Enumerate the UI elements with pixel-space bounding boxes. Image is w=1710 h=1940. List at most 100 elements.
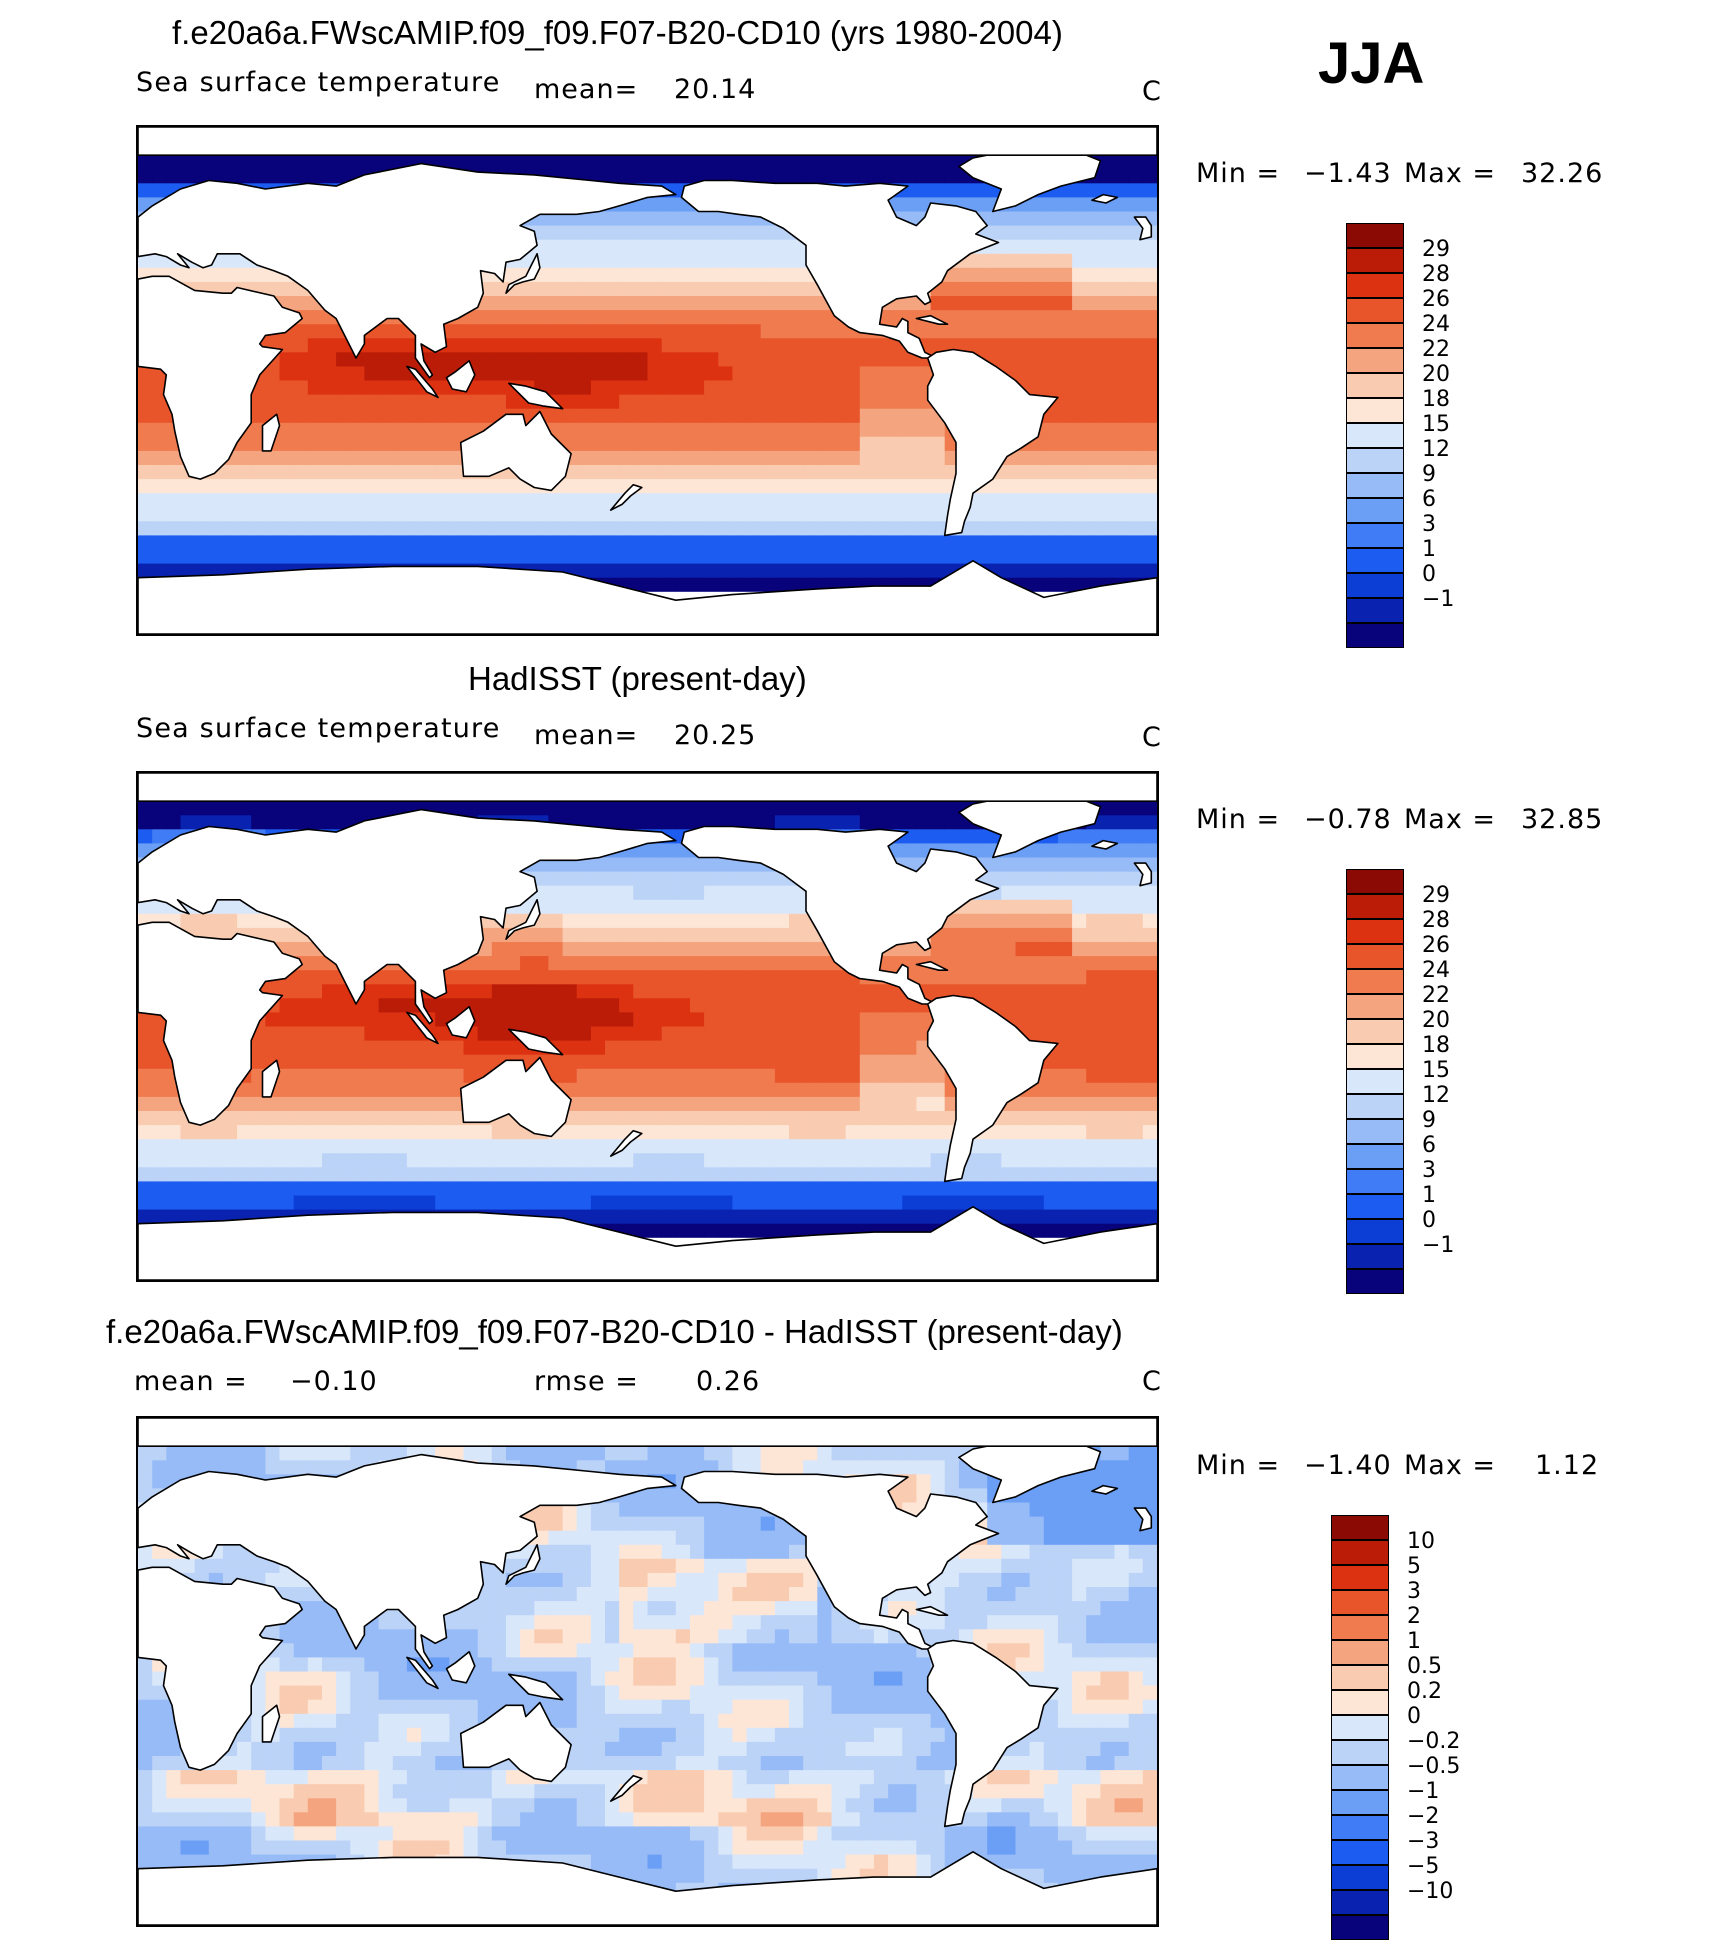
panel1-max-value: 32.26: [1521, 158, 1603, 189]
colorbar-label: 0: [1407, 1704, 1421, 1729]
colorbar-swatch: [1346, 994, 1404, 1019]
panel2-max-value: 32.85: [1521, 804, 1603, 835]
colorbar-swatch: [1331, 1590, 1389, 1615]
colorbar-swatch: [1346, 1169, 1404, 1194]
panel3-max-value: 1.12: [1535, 1450, 1599, 1481]
colorbar-label: 20: [1422, 362, 1450, 387]
colorbar-swatch: [1346, 248, 1404, 273]
panel2-min-value: −0.78: [1304, 804, 1392, 835]
colorbar-label: 20: [1422, 1008, 1450, 1033]
colorbar-swatch: [1331, 1865, 1389, 1890]
colorbar-label: 3: [1422, 1158, 1436, 1183]
colorbar-swatch: [1331, 1840, 1389, 1865]
colorbar-label: 3: [1422, 512, 1436, 537]
colorbar-label: 22: [1422, 337, 1450, 362]
panel1-variable: Sea surface temperature: [136, 67, 501, 98]
colorbar-label: 15: [1422, 1058, 1450, 1083]
panel3-title: f.e20a6a.FWscAMIP.f09_f09.F07-B20-CD10 -…: [106, 1313, 1123, 1351]
colorbar-swatch: [1331, 1515, 1389, 1540]
colorbar-swatch: [1331, 1565, 1389, 1590]
colorbar-label: −0.5: [1407, 1754, 1460, 1779]
panel3-units: C: [1142, 1366, 1162, 1397]
colorbar-label: −10: [1407, 1879, 1453, 1904]
colorbar-swatch: [1331, 1540, 1389, 1565]
colorbar-label: 1: [1422, 1183, 1436, 1208]
colorbar-swatch: [1331, 1815, 1389, 1840]
colorbar-label: 12: [1422, 1083, 1450, 1108]
colorbar-label: 29: [1422, 237, 1450, 262]
colorbar-label: 6: [1422, 487, 1436, 512]
panel2-title: HadISST (present-day): [468, 660, 807, 698]
colorbar-label: 0: [1422, 1208, 1436, 1233]
colorbar-swatch: [1346, 919, 1404, 944]
colorbar-label: 6: [1422, 1133, 1436, 1158]
colorbar-label: 18: [1422, 1033, 1450, 1058]
panel1-min-label: Min =: [1196, 158, 1280, 189]
colorbar-label: 18: [1422, 387, 1450, 412]
colorbar-label: −0.2: [1407, 1729, 1460, 1754]
season-label: JJA: [1318, 30, 1424, 97]
colorbar-swatch: [1346, 573, 1404, 598]
colorbar-label: 10: [1407, 1529, 1435, 1554]
colorbar-label: 0.2: [1407, 1679, 1442, 1704]
panel1-units: C: [1142, 76, 1162, 107]
colorbar-label: 0: [1422, 562, 1436, 587]
colorbar-label: 12: [1422, 437, 1450, 462]
colorbar-label: −5: [1407, 1854, 1439, 1879]
colorbar-swatch: [1346, 423, 1404, 448]
colorbar-swatch: [1346, 598, 1404, 623]
colorbar-swatch: [1346, 548, 1404, 573]
colorbar-swatch: [1346, 944, 1404, 969]
colorbar-swatch: [1346, 323, 1404, 348]
colorbar-swatch: [1346, 969, 1404, 994]
colorbar-label: 28: [1422, 908, 1450, 933]
colorbar-label: −1: [1422, 1233, 1454, 1258]
colorbar-swatch: [1346, 1019, 1404, 1044]
panel1-mean-value: 20.14: [674, 74, 756, 105]
colorbar-label: −2: [1407, 1804, 1439, 1829]
colorbar-swatch: [1346, 273, 1404, 298]
panel2-variable: Sea surface temperature: [136, 713, 501, 744]
colorbar-label: −3: [1407, 1829, 1439, 1854]
coastline: [138, 773, 1157, 801]
colorbar-label: 1: [1407, 1629, 1421, 1654]
panel1-min-value: −1.43: [1304, 158, 1392, 189]
colorbar-swatch: [1346, 1119, 1404, 1144]
panel3-min-label: Min =: [1196, 1450, 1280, 1481]
colorbar-swatch: [1346, 448, 1404, 473]
colorbar-swatch: [1346, 1269, 1404, 1294]
colorbar-label: 5: [1407, 1554, 1421, 1579]
coastline: [138, 127, 1157, 155]
colorbar-swatch: [1331, 1790, 1389, 1815]
colorbar-swatch: [1346, 1144, 1404, 1169]
colorbar-swatch: [1331, 1715, 1389, 1740]
colorbar-swatch: [1346, 398, 1404, 423]
panel2-units: C: [1142, 722, 1162, 753]
colorbar-label: −1: [1407, 1779, 1439, 1804]
panel1-mean-label: mean=: [534, 74, 638, 105]
colorbar-swatch: [1346, 1219, 1404, 1244]
panel2-min-label: Min =: [1196, 804, 1280, 835]
colorbar-swatch: [1346, 523, 1404, 548]
panel2-mean-label: mean=: [534, 720, 638, 751]
colorbar-swatch: [1331, 1890, 1389, 1915]
panel3-mean-label: mean =: [134, 1366, 248, 1397]
colorbar-label: 2: [1407, 1604, 1421, 1629]
colorbar-label: 26: [1422, 287, 1450, 312]
colorbar-swatch: [1346, 894, 1404, 919]
colorbar-swatch: [1331, 1665, 1389, 1690]
colorbar-swatch: [1346, 498, 1404, 523]
colorbar-label: −1: [1422, 587, 1454, 612]
colorbar-label: 9: [1422, 462, 1436, 487]
colorbar-swatch: [1331, 1915, 1389, 1940]
colorbar-label: 28: [1422, 262, 1450, 287]
colorbar-swatch: [1331, 1765, 1389, 1790]
colorbar-swatch: [1331, 1640, 1389, 1665]
panel2-max-label: Max =: [1404, 804, 1496, 835]
colorbar-swatch: [1346, 473, 1404, 498]
panel3-rmse-label: rmse =: [534, 1366, 639, 1397]
panel2-mean-value: 20.25: [674, 720, 756, 751]
colorbar-label: 1: [1422, 537, 1436, 562]
colorbar-label: 15: [1422, 412, 1450, 437]
colorbar-swatch: [1346, 1069, 1404, 1094]
